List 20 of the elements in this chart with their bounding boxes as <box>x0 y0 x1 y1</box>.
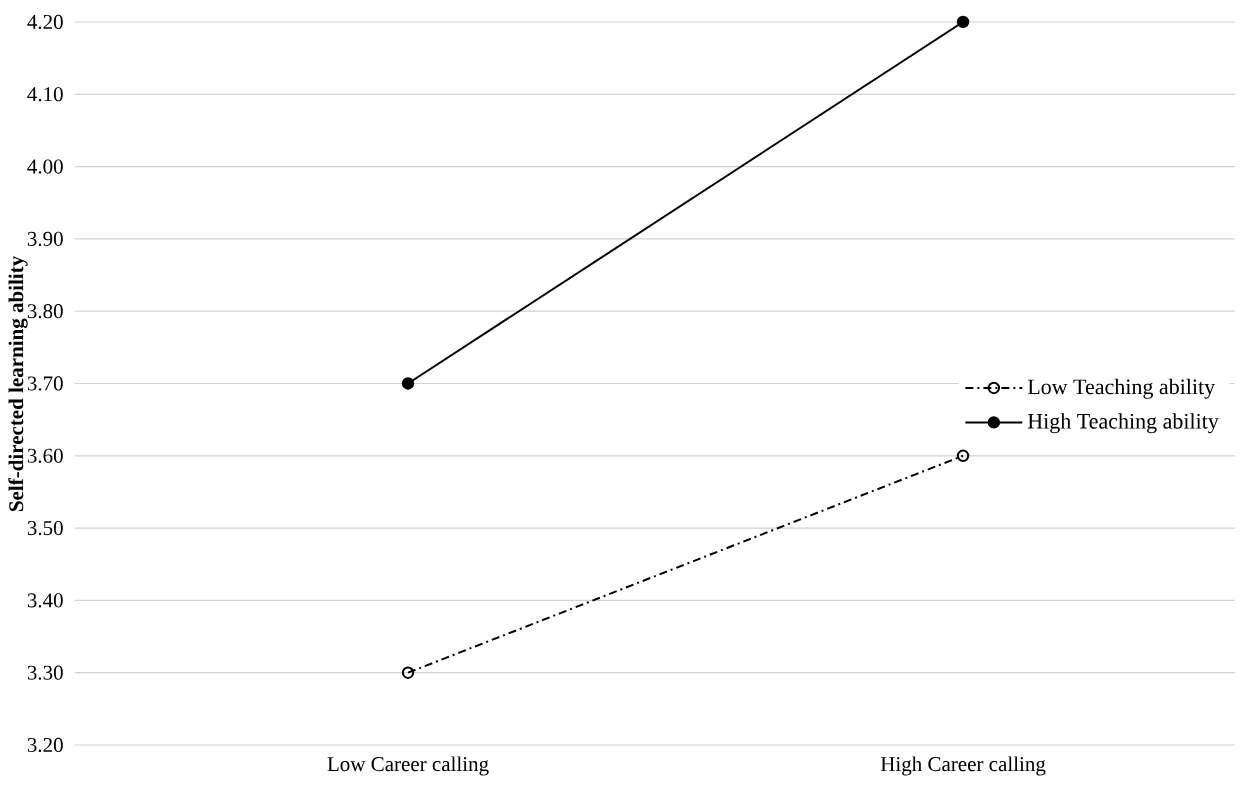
y-tick-label: 4.10 <box>27 87 63 102</box>
y-tick-label: 3.60 <box>27 448 63 463</box>
x-tick-label: High Career calling <box>880 756 1046 776</box>
y-tick-label: 3.90 <box>27 231 63 246</box>
point <box>401 377 415 390</box>
y-tick-label: 4.20 <box>27 14 63 30</box>
point <box>956 15 970 29</box>
y-tick-label: 3.50 <box>27 520 63 536</box>
point <box>956 449 970 462</box>
y-tick-label: 3.30 <box>27 665 63 680</box>
y-tick-label: 3.80 <box>27 304 63 319</box>
y-tick-label: 4.00 <box>27 159 63 174</box>
y-axis-title: Self-directed learning ability <box>8 256 28 511</box>
legend-label: Low Teaching ability <box>1027 378 1216 399</box>
point <box>401 666 415 679</box>
y-tick-label: 3.20 <box>27 737 63 753</box>
y-tick-label: 3.70 <box>27 376 63 391</box>
legend-label: High Teaching ability <box>1027 413 1219 434</box>
x-tick-label: Low Career calling <box>327 756 489 776</box>
y-tick-label: 3.40 <box>27 593 63 608</box>
